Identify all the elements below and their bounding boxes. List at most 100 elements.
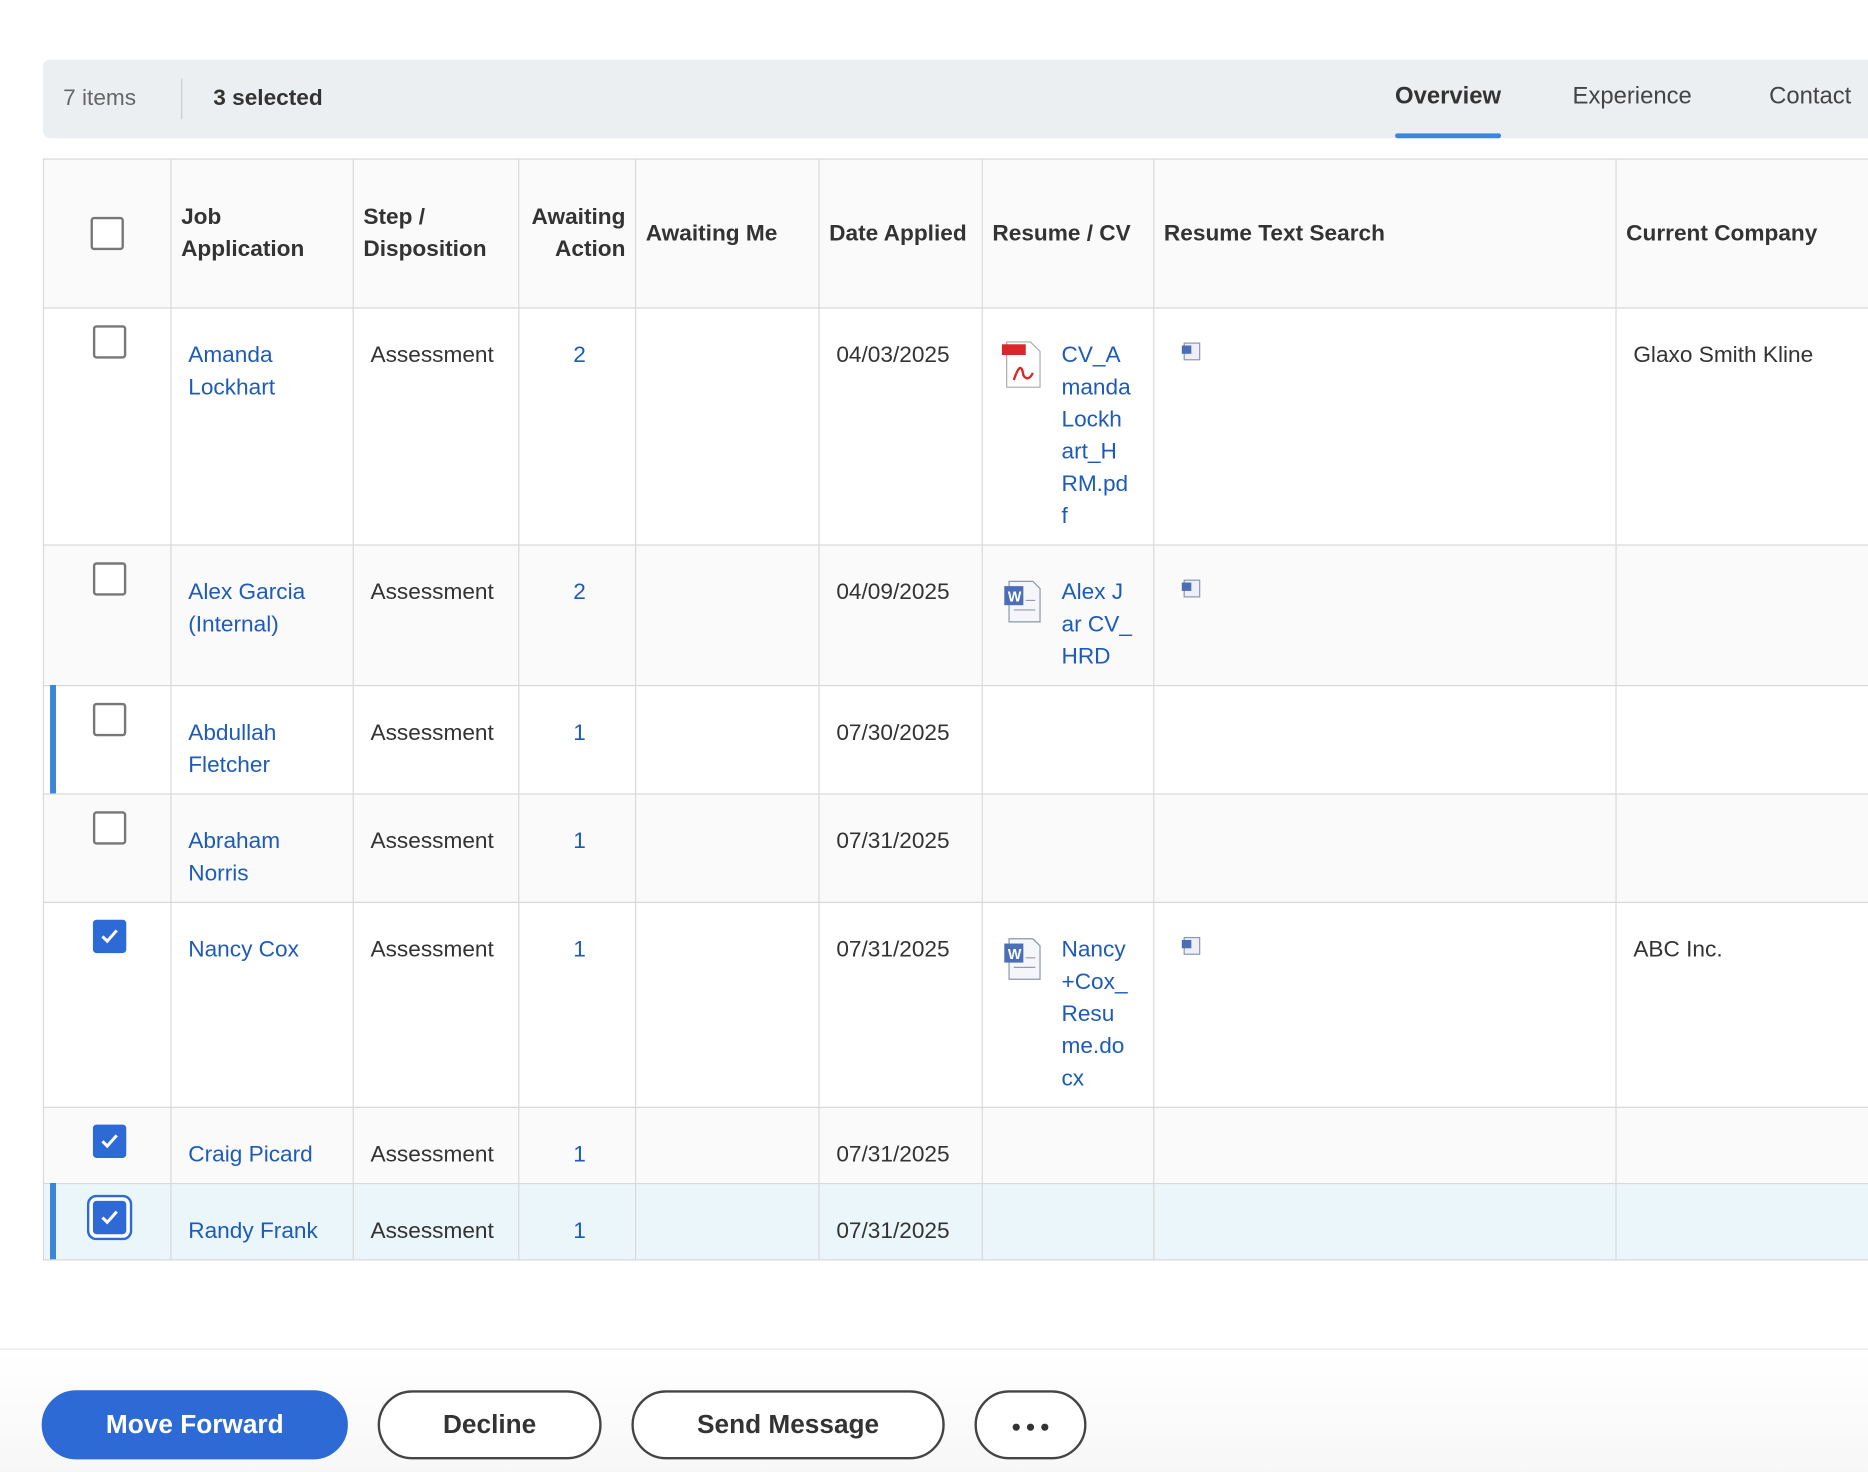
candidate-link[interactable]: Alex Garcia (Internal) [188,580,306,638]
checkbox[interactable] [92,325,127,359]
candidate-link[interactable]: Randy Frank [188,1218,318,1244]
awaiting-action-cell: 2 [518,544,637,687]
check [101,1210,118,1225]
resume-cell [981,1182,1155,1261]
candidate-link[interactable]: Abraham Norris [188,829,281,887]
button[interactable]: Send Message [631,1390,945,1460]
select-cell [42,1106,172,1185]
resume-cell: CV_AmandaLockhart_HRM.pdf [981,307,1155,546]
text-search-cell [1153,901,1617,1108]
awaiting-action[interactable]: 1 [573,937,586,963]
step: Assessment [352,1182,520,1261]
text-search-icon[interactable] [1181,934,1205,958]
tab[interactable]: Overview [1395,83,1502,139]
date-applied: 07/31/2025 [818,1106,983,1185]
resume-link[interactable]: Nancy+Cox_Resume.docx [1061,937,1128,1092]
name-cell: Abraham Norris [170,793,354,904]
button[interactable]: Move Forward [41,1390,348,1460]
resume-link[interactable]: CV_AmandaLockhart_HRM.pdf [1061,343,1131,529]
name-cell: Abdullah Fletcher [170,685,354,795]
name-cell: Randy Frank [170,1182,354,1261]
checkbox[interactable] [92,1124,127,1158]
company-cell: ABC Inc. [1615,901,1868,1108]
name-cell: Alex Garcia (Internal) [170,544,354,687]
tab[interactable]: Experience [1572,83,1692,110]
name-cell: Nancy Cox [170,901,354,1108]
column-header[interactable]: Resume Text Search [1153,158,1617,309]
candidate-link[interactable]: Craig Picard [188,1142,313,1168]
checkbox[interactable] [92,702,127,737]
header-cell [42,158,172,309]
awaiting-action[interactable]: 1 [573,1142,586,1168]
candidate-link[interactable]: Amanda Lockhart [188,343,276,401]
awaiting-me [634,793,820,904]
checkbox[interactable] [92,811,127,845]
candidate-link[interactable]: Abdullah Fletcher [188,720,277,778]
toolbar: 7 items 3 selected Overview Experience Con… [42,59,1868,139]
column-header[interactable]: Resume / CV [981,158,1155,309]
checkbox[interactable] [92,919,127,954]
awaiting-action-cell: 1 [518,1182,637,1261]
more-button[interactable] [974,1390,1087,1460]
column-header[interactable]: Awaiting Me [634,158,820,309]
awaiting-action-cell: 1 [518,685,637,795]
name-cell: Craig Picard [170,1106,354,1185]
text-search-icon[interactable] [1181,340,1205,364]
checkbox[interactable] [90,216,124,251]
awaiting-action[interactable]: 1 [573,720,586,746]
check [101,1134,118,1149]
text-search-cell [1153,307,1617,546]
date-applied: 04/09/2025 [818,544,983,687]
separator [181,78,183,120]
candidate-link[interactable]: Nancy Cox [188,937,299,963]
name-cell: Amanda Lockhart [170,307,354,546]
resume-link[interactable]: Alex Jar CV_HRD [1061,580,1132,670]
date-applied: 07/30/2025 [818,685,983,795]
column-header[interactable]: Date Applied [818,158,983,309]
item-count: 7 items [63,85,137,111]
column-header[interactable]: Job Application [170,158,354,309]
awaiting-action[interactable]: 2 [573,580,586,606]
text-search-cell [1153,793,1617,904]
step: Assessment [352,544,520,687]
word-icon: W [1004,938,1041,980]
checkbox[interactable] [92,562,127,596]
svg-text:W: W [1008,590,1022,606]
awaiting-action-cell: 1 [518,793,637,904]
button[interactable]: Decline [377,1390,602,1460]
awaiting-me [634,1182,820,1261]
company-cell [1615,793,1868,904]
focus-marker [50,1182,56,1260]
column-header[interactable]: Awaiting Action [518,158,637,309]
selected-count: 3 selected [213,85,323,111]
column-header[interactable]: Step / Disposition [352,158,520,309]
row: Amanda Lockhart Assessment 2 04/03/2025 CV_A… [42,307,1868,546]
row: Abdullah Fletcher Assessment 1 07/30/2025 [42,685,1868,795]
awaiting-me [634,685,820,795]
step: Assessment [352,307,520,546]
awaiting-me [634,901,820,1108]
date-applied: 04/03/2025 [818,307,983,546]
date-applied: 07/31/2025 [818,1182,983,1261]
resume: CV_AmandaLockhart_HRM.pdf [1000,340,1154,533]
awaiting-action[interactable]: 1 [573,1218,586,1244]
awaiting-action[interactable]: 1 [573,829,586,855]
company-cell [1615,544,1868,687]
company-cell: Glaxo Smith Kline [1615,307,1868,546]
grid: Job Application Step / Disposition Awaitin… [42,158,1868,1261]
awaiting-action-cell: 1 [518,1106,637,1185]
resume-cell: W Nancy+Cox_Resume.docx [981,901,1155,1108]
awaiting-action-cell: 2 [518,307,637,546]
awaiting-action[interactable]: 2 [573,343,586,369]
checkbox[interactable] [92,1200,127,1235]
select-cell [42,685,172,795]
text-search-icon[interactable] [1181,577,1205,601]
step: Assessment [352,793,520,904]
resume-cell [981,793,1155,904]
company-cell [1615,1182,1868,1261]
check [101,929,118,944]
tab[interactable]: Contact [1769,83,1852,110]
column-header[interactable]: Current Company [1615,158,1868,309]
